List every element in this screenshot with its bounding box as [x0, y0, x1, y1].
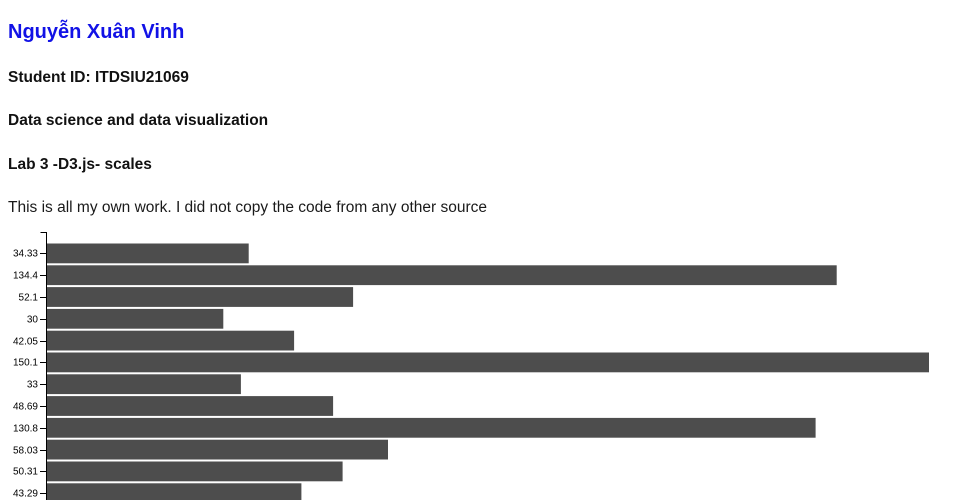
- axis-tick-label: 134.4: [13, 271, 38, 282]
- y-axis-domain: [40, 232, 47, 500]
- bar-30: [47, 308, 224, 329]
- bar-58.03: [47, 439, 388, 460]
- axis-tick-label: 33: [27, 380, 39, 391]
- bar-33: [47, 374, 241, 395]
- bar-134.4: [47, 265, 837, 286]
- bar-chart: 34.33 134.4 52.1 30 42.05 150.1 33 48.69 130.8 58…: [0, 226, 960, 500]
- lab-title-line: Lab 3 -D3.js- scales: [8, 156, 152, 173]
- bar-50.31: [47, 461, 343, 482]
- author-link[interactable]: Nguyễn Xuân Vinh: [8, 21, 185, 43]
- bar-34.33: [47, 243, 249, 264]
- axis-tick-label: 43.29: [13, 489, 38, 500]
- axis-tick-label: 34.33: [13, 249, 38, 260]
- bar-48.69: [47, 396, 334, 416]
- author-heading: Nguyễn Xuân Vinh: [8, 21, 184, 44]
- axis-tick-label: 58.03: [13, 446, 38, 457]
- honor-statement: This is all my own work. I did not copy …: [8, 199, 487, 216]
- axis-tick-label: 42.05: [13, 337, 38, 348]
- bar-42.05: [47, 330, 295, 351]
- bar-52.1: [47, 287, 354, 307]
- bar-43.29: [47, 483, 302, 500]
- axis-tick-label: 50.31: [13, 467, 38, 478]
- axis-tick-label: 30: [27, 315, 39, 326]
- bar-150.1: [47, 352, 929, 373]
- bar-130.8: [47, 417, 816, 438]
- axis-tick-label: 150.1: [13, 358, 38, 369]
- course-title-line: Data science and data visualization: [8, 112, 269, 129]
- axis-tick-label: 48.69: [13, 402, 38, 413]
- bar-chart-svg: 34.33 134.4 52.1 30 42.05 150.1 33 48.69 130.8 58…: [13, 232, 929, 500]
- student-id-line: Student ID: ITDSIU21069: [8, 69, 189, 86]
- axis-tick-label: 130.8: [13, 424, 38, 435]
- axis-tick-label: 52.1: [19, 293, 39, 304]
